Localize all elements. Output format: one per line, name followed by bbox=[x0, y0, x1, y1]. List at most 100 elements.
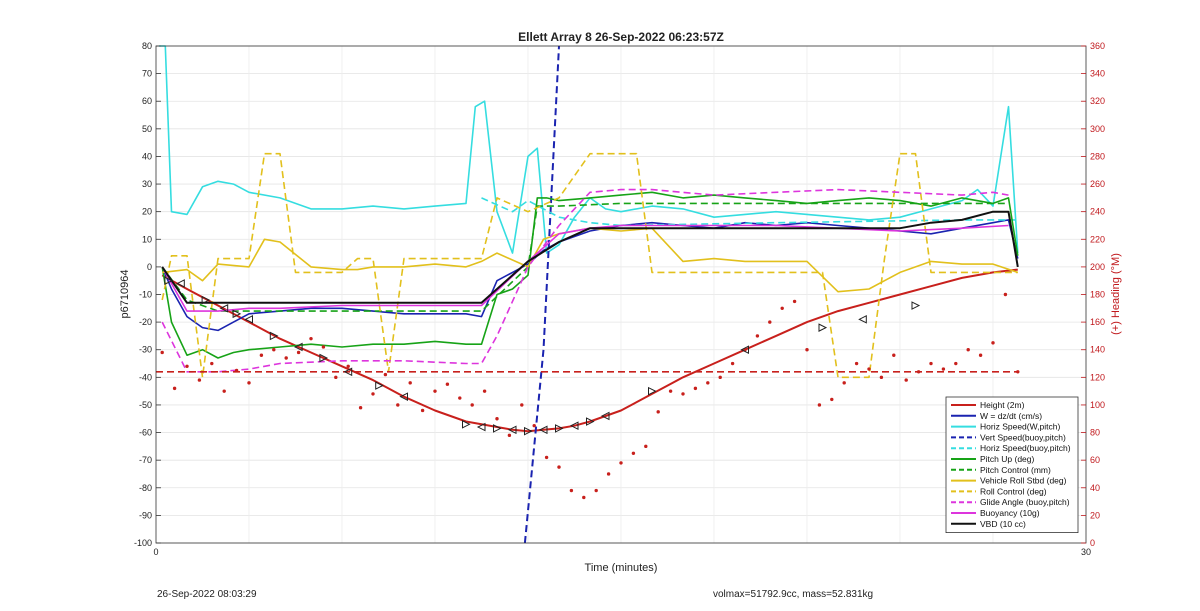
y-tick-label: 50 bbox=[142, 124, 152, 134]
legend-label: Pitch Up (deg) bbox=[980, 454, 1034, 464]
legend-label: Glide Angle (buoy,pitch) bbox=[980, 497, 1070, 507]
y-tick-label: -70 bbox=[139, 455, 152, 465]
height-marker bbox=[524, 426, 533, 436]
heading-point bbox=[892, 353, 896, 357]
series-vehicle-roll-stbd-deg bbox=[162, 227, 1019, 293]
heading-point bbox=[482, 389, 487, 393]
y-tick-label: 30 bbox=[142, 179, 152, 189]
footer-info: volmax=51792.9cc, mass=52.831kg bbox=[713, 589, 874, 600]
heading-point bbox=[234, 368, 239, 373]
heading-point bbox=[582, 495, 586, 500]
heading-point bbox=[817, 403, 822, 407]
y2-tick-label: 40 bbox=[1090, 483, 1100, 493]
heading-point bbox=[408, 381, 412, 385]
y2-tick-label: 140 bbox=[1090, 345, 1105, 355]
series-horiz-speed-w-pitch bbox=[159, 45, 1019, 254]
y-axis-ticks: 80 70 60 50 40 30 20 10 0 -10 -20 -30 -40 -50 -60 -70 -8… bbox=[134, 41, 161, 548]
legend-label: W = dz/dt (cm/s) bbox=[980, 411, 1042, 421]
heading-point bbox=[185, 364, 189, 368]
heading-point bbox=[445, 382, 450, 386]
y-tick-label: -100 bbox=[134, 538, 152, 548]
height-marker bbox=[319, 353, 329, 363]
heading-point bbox=[296, 350, 301, 355]
x-tick-label: 0 bbox=[153, 547, 158, 557]
series-heading bbox=[160, 292, 1020, 500]
y-tick-label: -50 bbox=[139, 400, 152, 410]
series-layer bbox=[156, 45, 1020, 544]
height-marker bbox=[399, 392, 408, 401]
heading-point bbox=[259, 353, 264, 357]
heading-point bbox=[309, 336, 313, 341]
heading-point bbox=[867, 367, 871, 371]
y2-tick-label: 80 bbox=[1090, 428, 1100, 438]
y2-tick-label: 60 bbox=[1090, 455, 1100, 465]
height-marker bbox=[232, 309, 242, 319]
heading-point bbox=[656, 410, 660, 414]
legend-label: Pitch Control (mm) bbox=[980, 465, 1051, 475]
x-tick-label: 30 bbox=[1081, 547, 1091, 557]
heading-point bbox=[755, 334, 760, 338]
height-marker bbox=[538, 425, 548, 435]
heading-point bbox=[916, 370, 921, 374]
y-tick-label: -10 bbox=[139, 290, 152, 300]
height-marker bbox=[164, 276, 174, 286]
heading-point bbox=[321, 345, 326, 349]
y-tick-label: 70 bbox=[142, 69, 152, 79]
heading-point bbox=[718, 375, 722, 380]
heading-point bbox=[470, 403, 474, 407]
height-marker bbox=[648, 386, 657, 396]
heading-point bbox=[966, 348, 970, 352]
heading-point bbox=[693, 386, 698, 391]
series-buoyancy-10g bbox=[161, 224, 1009, 312]
heading-point bbox=[842, 381, 846, 385]
heading-point bbox=[929, 361, 933, 366]
y-axis-label: p6710964 bbox=[119, 270, 131, 319]
series-vbd-10-cc bbox=[161, 210, 1019, 304]
heading-point bbox=[668, 389, 673, 393]
height-marker bbox=[493, 424, 502, 433]
heading-point bbox=[458, 396, 462, 400]
y2-tick-label: 260 bbox=[1090, 179, 1105, 189]
y-tick-label: -30 bbox=[139, 345, 152, 355]
legend-label: Roll Control (deg) bbox=[980, 486, 1047, 496]
height-marker bbox=[375, 381, 384, 390]
height-marker bbox=[555, 424, 564, 433]
heading-point bbox=[730, 361, 735, 366]
heading-point bbox=[904, 378, 908, 382]
y-tick-label: 40 bbox=[142, 151, 152, 161]
heading-point bbox=[420, 408, 425, 413]
height-marker bbox=[219, 303, 229, 313]
heading-point bbox=[619, 461, 623, 465]
y2-tick-label: 100 bbox=[1090, 400, 1105, 410]
series-horiz-speed-buoy-pitch bbox=[481, 197, 1018, 227]
heading-point bbox=[1003, 292, 1008, 297]
heading-point bbox=[941, 367, 946, 371]
legend-label: Horiz Speed(W,pitch) bbox=[980, 422, 1060, 432]
heading-point bbox=[805, 348, 809, 352]
marker-layer bbox=[164, 276, 921, 436]
y2-tick-label: 340 bbox=[1090, 69, 1105, 79]
height-marker bbox=[462, 419, 471, 429]
y2-axis-label: (+) Heading (°M) bbox=[1110, 253, 1122, 335]
series-glide-angle-buoy-pitch bbox=[161, 188, 1009, 373]
heading-point bbox=[396, 403, 400, 407]
heading-point bbox=[210, 361, 214, 366]
series-pitch-up-deg bbox=[161, 191, 1019, 359]
heading-point bbox=[507, 433, 512, 438]
legend-label: Vehicle Roll Stbd (deg) bbox=[980, 476, 1067, 486]
y2-tick-label: 220 bbox=[1090, 234, 1105, 244]
y-tick-label: -80 bbox=[139, 483, 152, 493]
heading-point bbox=[792, 299, 797, 304]
heading-point bbox=[284, 356, 288, 360]
heading-point bbox=[606, 472, 611, 476]
heading-point bbox=[644, 444, 648, 449]
legend-label: Height (2m) bbox=[980, 400, 1025, 410]
heading-point bbox=[346, 364, 350, 368]
y2-tick-label: 180 bbox=[1090, 290, 1105, 300]
legend-label: VBD (10 cc) bbox=[980, 519, 1026, 529]
heading-point bbox=[830, 397, 834, 402]
heading-point bbox=[247, 381, 251, 385]
y2-tick-label: 320 bbox=[1090, 96, 1105, 106]
heading-point bbox=[879, 375, 884, 380]
